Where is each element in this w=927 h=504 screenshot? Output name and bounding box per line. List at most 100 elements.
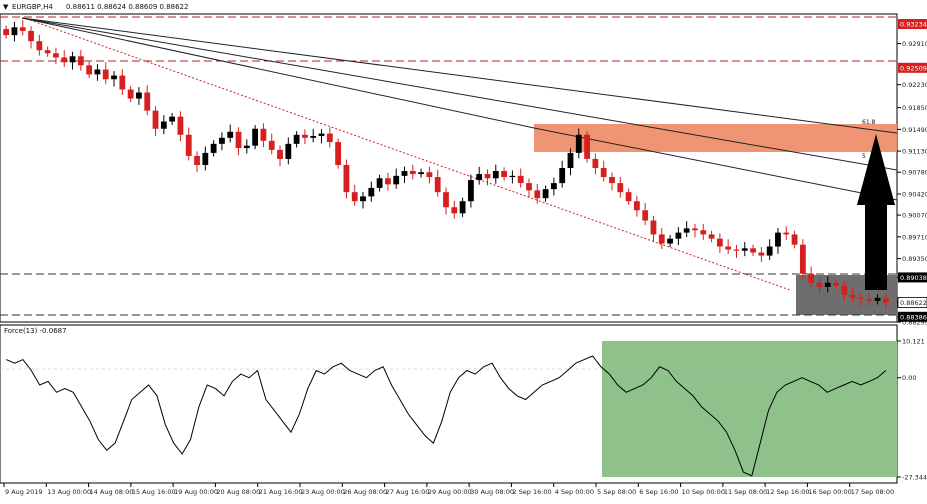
candle-body <box>658 234 665 244</box>
candle-body <box>102 69 109 80</box>
candle-body <box>111 75 117 80</box>
collapse-icon[interactable]: ▼ <box>3 3 9 11</box>
candle-body <box>783 232 790 235</box>
candle-body <box>285 143 292 159</box>
date-tick-label: 14 Aug 08:00 <box>90 488 134 496</box>
candlestick-series <box>3 20 889 310</box>
candle-body <box>36 41 43 51</box>
candle-body <box>19 27 26 31</box>
candle-body <box>418 172 425 175</box>
candle-body <box>874 297 881 301</box>
date-tick-label: 30 Aug 08:00 <box>470 488 514 496</box>
candle-body <box>144 92 151 111</box>
candle-body <box>185 134 192 156</box>
candle-body <box>476 174 483 181</box>
candle-body <box>833 282 839 286</box>
candle-body <box>443 192 449 208</box>
ohlc-readout: 0.88611 0.88624 0.88609 0.88622 <box>66 3 188 11</box>
candle-body <box>617 183 624 193</box>
candle-body <box>169 116 176 122</box>
candle-body <box>592 158 599 168</box>
candle-body <box>559 168 566 184</box>
candle-body <box>194 155 200 165</box>
indicator-tick-label: 0.00 <box>902 374 916 382</box>
candle-body <box>841 285 848 295</box>
price-tick-label: 0.91490 <box>902 126 927 134</box>
candle-body <box>526 183 532 191</box>
price-axis: 0.92910 0.92230 0.91850 0.91490 0.91130 0.907… <box>897 19 927 327</box>
price-level-tag <box>898 272 927 283</box>
candle-body <box>219 137 225 144</box>
price-tick-label: 0.91130 <box>902 148 927 156</box>
candle-body <box>725 246 732 250</box>
candle-body <box>517 175 524 184</box>
date-tick-label: 13 Aug 00:00 <box>47 488 91 496</box>
candle-body <box>766 246 773 256</box>
date-tick-label: 11 Sep 08:00 <box>724 488 767 496</box>
candle-body <box>600 168 607 178</box>
candle-body <box>775 232 781 247</box>
candle-body <box>136 92 142 99</box>
candle-body <box>492 171 499 179</box>
price-tick-label: 0.90780 <box>902 169 927 177</box>
candle-body <box>11 27 18 36</box>
date-tick-label: 21 Aug 16:00 <box>259 488 303 496</box>
candle-body <box>409 171 416 175</box>
price-tick-label: 0.92910 <box>902 40 927 48</box>
candle-body <box>675 232 682 239</box>
candle-body <box>708 234 715 239</box>
candle-body <box>650 220 657 235</box>
candle-body <box>343 164 350 193</box>
candle-body <box>434 177 441 193</box>
candle-body <box>177 116 184 135</box>
candle-body <box>260 128 267 141</box>
indicator-tick-label: 10.121 <box>902 338 925 346</box>
candle-body <box>368 187 375 197</box>
candle-body <box>824 282 831 287</box>
date-tick-label: 4 Sep 00:00 <box>555 488 594 496</box>
current-price-tag <box>897 297 927 308</box>
candle-body <box>741 248 748 251</box>
date-tick-label: 12 Sep 16:00 <box>766 488 809 496</box>
candle-body <box>808 273 815 283</box>
candle-body <box>633 201 640 211</box>
candle-body <box>94 69 101 75</box>
candle-body <box>385 178 391 185</box>
candle-body <box>716 238 723 247</box>
indicator-label: Force(13) -0.0687 <box>4 327 67 335</box>
candle-body <box>293 134 300 144</box>
up-arrow-icon <box>857 134 895 290</box>
candle-body <box>426 172 433 178</box>
candle-body <box>667 238 673 244</box>
candle-body <box>858 297 864 300</box>
candle-body <box>318 133 325 136</box>
candle-body <box>550 183 557 190</box>
candle-body <box>335 142 342 165</box>
price-level-tag <box>898 311 927 322</box>
price-tick-label: 0.90070 <box>902 212 927 220</box>
price-level-tag <box>898 19 927 30</box>
candle-body <box>451 207 458 214</box>
candle-body <box>750 248 756 253</box>
candle-body <box>816 282 823 287</box>
candle-body <box>484 174 491 179</box>
candle-body <box>3 29 10 36</box>
date-tick-label: 17 Sep 08:00 <box>851 488 894 496</box>
price-level-tag-label: 0.89038 <box>900 274 927 282</box>
candle-body <box>642 210 649 221</box>
candle-body <box>69 56 76 63</box>
price-tick-label: 0.89710 <box>902 233 927 241</box>
candle-body <box>202 152 209 165</box>
candle-body <box>733 249 740 251</box>
date-tick-label: 26 Aug 08:00 <box>343 488 387 496</box>
candle-body <box>277 149 283 159</box>
indicator-tick-label: -27.3442 <box>902 474 927 482</box>
candle-body <box>567 152 574 168</box>
candle-body <box>509 175 516 178</box>
fan-line-3 <box>533 127 898 201</box>
candle-body <box>700 230 707 235</box>
price-level-tag <box>898 62 927 73</box>
trend-line-red-dotted <box>29 19 791 291</box>
